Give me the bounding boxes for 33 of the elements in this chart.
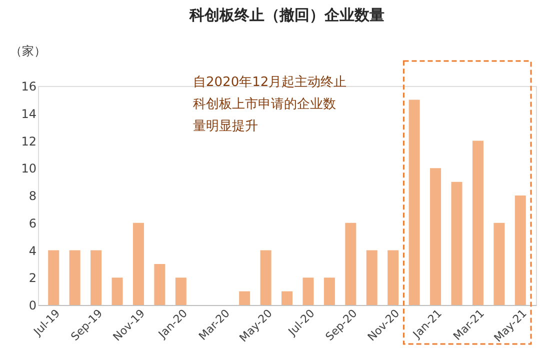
bar [112, 278, 123, 305]
bar [388, 250, 399, 305]
bar [366, 250, 378, 305]
bar [472, 140, 484, 305]
y-tick-label: 2 [28, 271, 36, 286]
bar [408, 100, 420, 305]
bar [90, 250, 102, 305]
y-tick-label: 10 [21, 162, 36, 176]
y-tick-label: 0 [28, 298, 36, 312]
bar [154, 264, 166, 305]
y-tick-label: 12 [21, 134, 36, 148]
bar [132, 222, 144, 305]
bar [451, 182, 462, 305]
y-tick-label: 16 [21, 80, 36, 94]
annotation: 自2020年12月起主动终止科创板上市申请的企业数量明显提升 [193, 74, 347, 134]
bar [430, 168, 442, 305]
y-tick-label: 6 [28, 216, 36, 230]
bar [302, 278, 314, 305]
bar [239, 291, 250, 305]
chart-title: 科创板终止（撤回）企业数量 [188, 6, 384, 24]
bar [260, 250, 272, 305]
y-axis-title: （家） [10, 44, 46, 58]
y-tick-label: 4 [28, 244, 36, 258]
bar [514, 196, 526, 305]
bar [175, 278, 186, 305]
bar [324, 278, 335, 305]
y-tick-label: 8 [28, 189, 36, 203]
y-tick-label: 14 [21, 106, 36, 121]
bar [494, 222, 505, 305]
bar [48, 250, 60, 305]
bar [69, 250, 80, 305]
bar [345, 222, 356, 305]
bar [282, 291, 292, 305]
